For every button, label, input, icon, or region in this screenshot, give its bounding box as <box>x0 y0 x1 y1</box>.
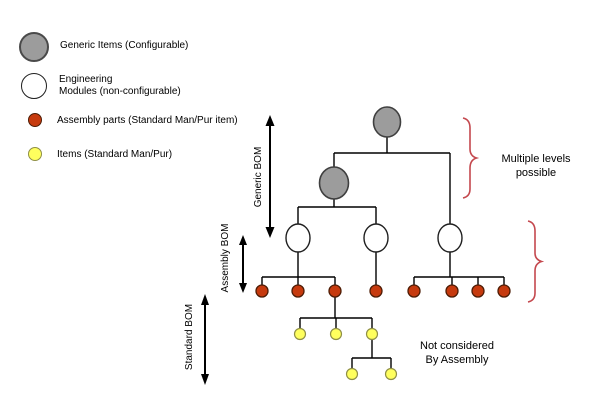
legend-swatch-item <box>28 147 42 161</box>
legend-swatch-engineering-module <box>21 73 47 99</box>
assembly-part-dot-4 <box>369 284 383 298</box>
legend-label-item: Items (Standard Man/Pur) <box>57 149 173 160</box>
item-dots <box>293 327 398 381</box>
generic-bom-arrow <box>265 115 275 238</box>
engineering-module-node-2 <box>363 223 389 253</box>
assembly-part-dot-6 <box>445 284 459 298</box>
item-dot-5 <box>384 367 398 381</box>
not-considered-annotation: Not considered By Assembly <box>420 340 494 366</box>
generic-item-node-root <box>372 106 402 138</box>
legend-label-engineering-module: Engineering Modules (non-configurable) <box>59 74 181 97</box>
item-dot-icon <box>28 147 42 161</box>
assembly-part-dots <box>255 284 511 298</box>
assembly-part-dot-1 <box>255 284 269 298</box>
legend-label-assembly-part: Assembly parts (Standard Man/Pur item) <box>57 115 238 126</box>
multiple-levels-annotation: Multiple levels possible <box>501 153 571 179</box>
assembly-part-dot-5 <box>407 284 421 298</box>
assembly-level-brace <box>527 220 545 303</box>
assembly-part-dot-8 <box>497 284 511 298</box>
item-dot-2 <box>329 327 343 341</box>
multiple-levels-brace <box>462 117 480 199</box>
engineering-module-circle-icon <box>21 73 47 99</box>
assembly-part-dot-7 <box>471 284 485 298</box>
legend-swatch-assembly-part <box>28 113 42 127</box>
engineering-module-node-3 <box>437 223 463 253</box>
item-dot-1 <box>293 327 307 341</box>
assembly-part-dot-3 <box>328 284 342 298</box>
assembly-bom-arrow <box>239 235 247 293</box>
generic-item-circle-icon <box>19 32 49 62</box>
assembly-part-dot-icon <box>28 113 42 127</box>
assembly-part-dot-2 <box>291 284 305 298</box>
item-dot-4 <box>345 367 359 381</box>
item-dot-3 <box>365 327 379 341</box>
legend-swatch-generic-item <box>19 32 49 62</box>
legend-label-generic-item: Generic Items (Configurable) <box>60 40 189 51</box>
generic-item-node-2 <box>318 166 350 200</box>
engineering-module-node-1 <box>285 223 311 253</box>
generic-item-nodes <box>318 106 402 200</box>
standard-bom-arrow <box>201 294 209 385</box>
engineering-module-nodes <box>285 223 463 253</box>
